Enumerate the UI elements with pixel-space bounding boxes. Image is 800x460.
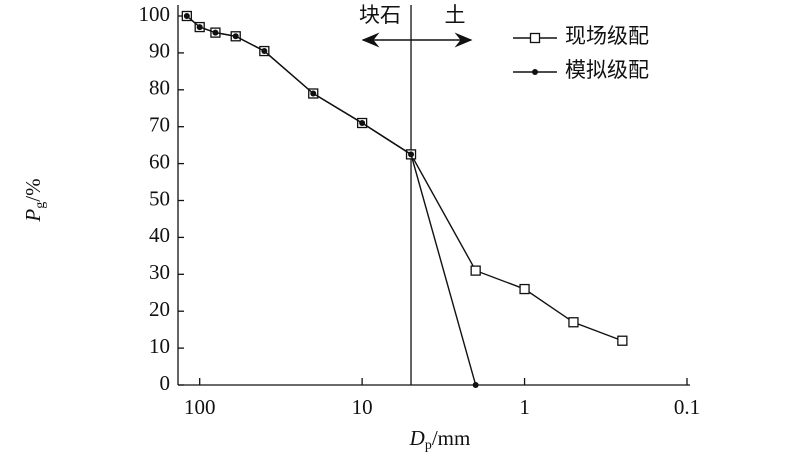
y-tick-label: 60 — [149, 149, 170, 173]
x-tick-label: 0.1 — [674, 395, 700, 419]
point — [472, 382, 479, 388]
y-axis-label: Pg/% — [21, 178, 48, 222]
legend-label: 现场级配 — [565, 24, 649, 48]
y-tick-label: 100 — [139, 2, 171, 26]
series-line — [186, 15, 477, 386]
x-axis-label: Dp/mm — [409, 426, 471, 453]
y-label-unit: /% — [21, 178, 45, 201]
y-tick-label: 0 — [160, 371, 171, 395]
y-tick-label: 70 — [149, 113, 170, 137]
series-line — [186, 15, 623, 342]
x-label-sub: p — [425, 438, 432, 453]
y-tick-label: 30 — [149, 260, 170, 284]
point — [261, 48, 268, 55]
series-square — [181, 10, 628, 346]
divider-right-label: 土 — [445, 3, 466, 27]
series-dot — [183, 13, 479, 388]
point — [470, 265, 481, 276]
point — [196, 24, 203, 31]
y-tick-label: 10 — [149, 334, 170, 358]
y-tick-label: 50 — [149, 186, 170, 210]
point — [212, 29, 219, 36]
point — [232, 33, 239, 40]
legend-marker — [529, 32, 541, 44]
y-label-symbol: P — [21, 209, 45, 223]
y-tick-label: 80 — [149, 76, 170, 100]
y-tick-label: 40 — [149, 223, 170, 247]
divider-left-label: 块石 — [359, 3, 401, 27]
point — [617, 335, 628, 346]
point — [519, 283, 530, 295]
x-tick-label: 10 — [352, 395, 373, 419]
legend-label: 模拟级配 — [565, 58, 649, 82]
y-tick-label: 20 — [149, 297, 170, 321]
x-label-unit: /mm — [432, 426, 471, 450]
point — [359, 120, 366, 127]
point — [408, 151, 415, 158]
point — [310, 90, 317, 97]
y-label-sub: g — [33, 202, 48, 209]
x-label-symbol: D — [409, 426, 425, 450]
x-tick-label: 1 — [519, 395, 530, 419]
point — [568, 317, 579, 328]
x-tick-label: 100 — [184, 395, 216, 419]
legend-marker — [532, 69, 538, 75]
y-tick-label: 90 — [149, 39, 170, 63]
point — [183, 13, 190, 19]
